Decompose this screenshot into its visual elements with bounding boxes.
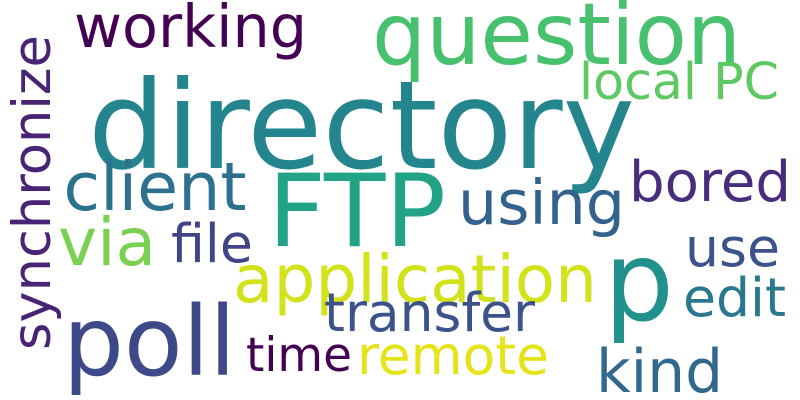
word-time: time	[246, 327, 352, 383]
word-edit: edit	[683, 266, 786, 330]
word-local-pc: local PC	[579, 52, 779, 112]
word-poll: poll	[63, 285, 236, 398]
word-using: using	[458, 167, 625, 240]
word-use: use	[685, 215, 780, 279]
word-p: p	[604, 218, 674, 347]
word-via: via	[58, 203, 156, 281]
word-remote: remote	[357, 323, 549, 387]
word-bored: bored	[629, 149, 791, 215]
word-ftp: FTP	[268, 152, 446, 270]
word-directory: directory	[88, 54, 635, 197]
word-working: working	[74, 0, 307, 61]
word-transfer: transfer	[324, 280, 535, 344]
word-synchronize: synchronize	[2, 35, 64, 351]
word-client: client	[63, 147, 247, 226]
word-question: question	[372, 0, 741, 86]
word-application: application	[233, 241, 597, 318]
word-kind: kind	[596, 337, 723, 400]
word-file: file	[171, 211, 253, 275]
